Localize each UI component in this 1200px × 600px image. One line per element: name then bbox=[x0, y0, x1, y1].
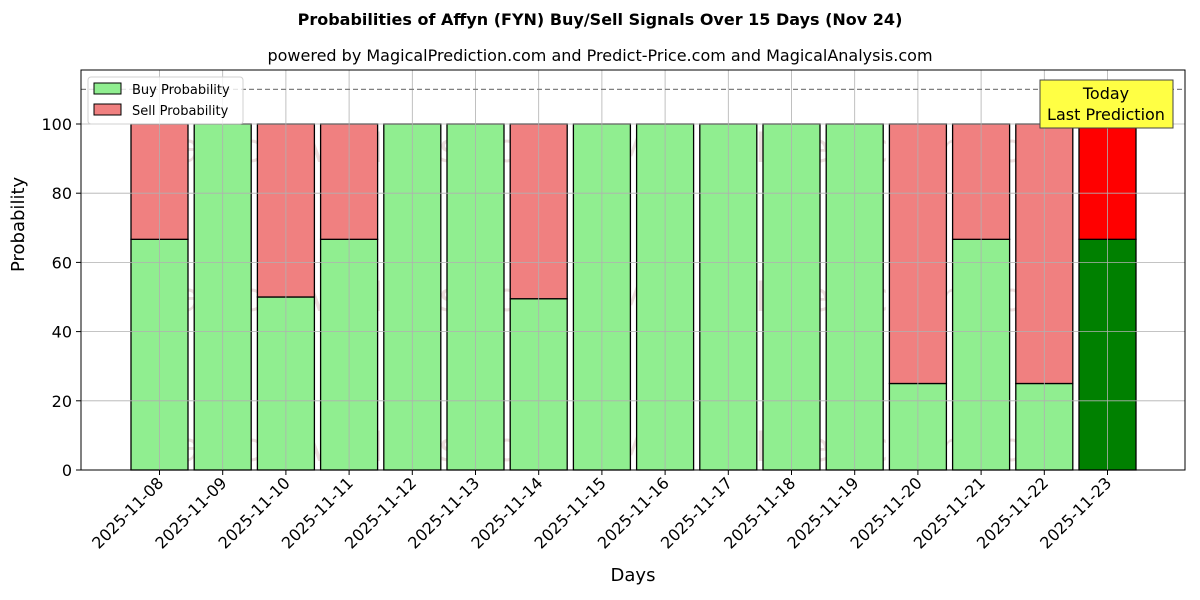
annotation-line-1: Today bbox=[1082, 84, 1129, 103]
x-axis-label: Days bbox=[611, 565, 656, 586]
y-tick-label: 40 bbox=[52, 323, 72, 342]
chart-title: Probabilities of Affyn (FYN) Buy/Sell Si… bbox=[297, 10, 903, 29]
legend bbox=[87, 76, 244, 125]
legend-label-sell: Sell Probability bbox=[132, 104, 229, 119]
y-tick-label: 0 bbox=[62, 461, 72, 480]
plot-frame bbox=[80, 69, 1186, 471]
annotation-line-2: Last Prediction bbox=[1047, 105, 1165, 124]
y-tick-label: 20 bbox=[52, 392, 72, 411]
y-tick-label: 80 bbox=[52, 184, 72, 203]
legend-swatch-buy bbox=[93, 82, 122, 95]
chart-subtitle: powered by MagicalPrediction.com and Pre… bbox=[267, 46, 933, 65]
legend-swatch-sell bbox=[93, 103, 122, 116]
y-tick-label: 100 bbox=[41, 115, 72, 134]
legend-label-buy: Buy Probability bbox=[132, 83, 230, 98]
today-annotation bbox=[1039, 79, 1174, 129]
y-tick-label: 60 bbox=[52, 253, 72, 272]
